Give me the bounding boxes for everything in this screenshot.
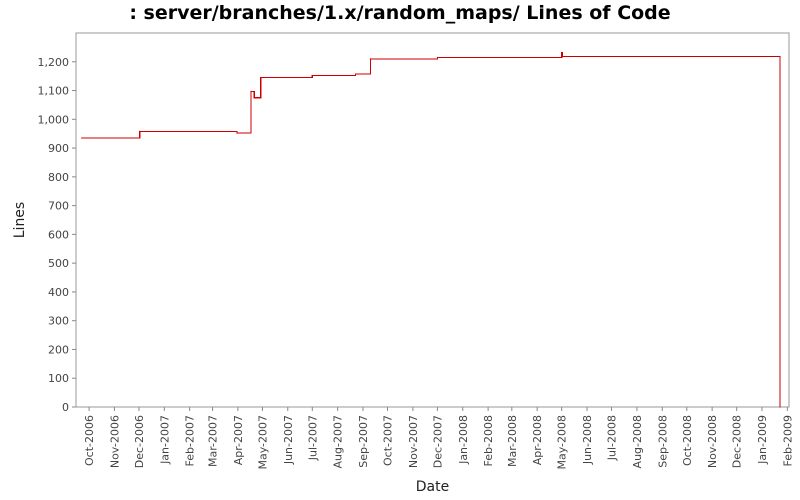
data-point <box>311 74 313 77</box>
x-tick-label: Oct-2006 <box>83 415 96 466</box>
x-tick-label: Jul-2007 <box>306 415 319 461</box>
x-tick-label: Aug-2007 <box>332 415 345 468</box>
x-tick-label: May-2008 <box>556 415 569 470</box>
data-point <box>253 97 255 99</box>
x-tick-label: Oct-2008 <box>681 415 694 466</box>
x-tick-label: Jan-2007 <box>158 415 171 465</box>
data-point <box>250 90 252 93</box>
data-point <box>561 55 564 58</box>
data-point <box>779 406 781 408</box>
plot-area <box>75 32 790 408</box>
data-point <box>139 130 141 132</box>
y-tick-label: 200 <box>48 343 69 356</box>
x-tick-label: Dec-2006 <box>133 415 146 468</box>
x-tick-label: Mar-2008 <box>506 415 519 467</box>
data-point <box>355 73 357 75</box>
y-axis-title: Lines <box>12 202 28 238</box>
y-tick-label: 400 <box>48 286 69 299</box>
data-point <box>260 76 262 79</box>
x-tick-label: Oct-2007 <box>382 415 395 466</box>
data-point <box>436 56 439 59</box>
y-tick-label: 100 <box>48 372 69 385</box>
y-tick-label: 0 <box>62 401 69 414</box>
data-point <box>561 51 563 54</box>
chart-title: : server/branches/1.x/random_maps/ Lines… <box>129 2 671 24</box>
data-point <box>236 132 238 134</box>
x-tick-label: Apr-2008 <box>531 415 544 465</box>
x-tick-label: Sep-2008 <box>656 415 669 468</box>
y-tick-label: 500 <box>48 257 69 270</box>
x-tick-label: Jun-2008 <box>581 415 594 465</box>
x-tick-label: Apr-2007 <box>232 415 245 465</box>
x-axis-title: Date <box>416 479 449 495</box>
y-tick-label: 800 <box>48 171 69 184</box>
y-tick-label: 900 <box>48 142 69 155</box>
y-tick-label: 700 <box>48 200 69 213</box>
x-tick-label: Nov-2008 <box>706 415 719 468</box>
x-tick-label: Feb-2009 <box>781 415 794 466</box>
x-tick-label: Jan-2009 <box>756 415 769 465</box>
x-tick-label: Jul-2008 <box>606 415 619 461</box>
x-tick-label: Sep-2007 <box>357 415 370 468</box>
y-tick-label: 1,000 <box>38 113 70 126</box>
x-tick-label: Nov-2006 <box>108 415 121 468</box>
x-tick-label: Dec-2007 <box>431 415 444 468</box>
data-point <box>369 58 371 60</box>
y-tick-label: 1,200 <box>38 56 70 69</box>
x-tick-label: Jan-2008 <box>457 415 470 465</box>
x-tick-label: Feb-2008 <box>482 415 495 466</box>
y-tick-label: 1,100 <box>38 85 70 98</box>
x-tick-label: Aug-2008 <box>631 415 644 468</box>
x-tick-label: Dec-2008 <box>731 415 744 468</box>
x-tick-label: Jun-2007 <box>282 415 295 465</box>
x-tick-label: Nov-2007 <box>407 415 420 468</box>
x-tick-label: Feb-2007 <box>184 415 197 466</box>
data-point <box>81 137 83 139</box>
y-tick-label: 300 <box>48 315 69 328</box>
x-tick-label: Mar-2007 <box>207 415 220 467</box>
x-tick-label: May-2007 <box>256 415 269 470</box>
y-tick-label: 600 <box>48 228 69 241</box>
